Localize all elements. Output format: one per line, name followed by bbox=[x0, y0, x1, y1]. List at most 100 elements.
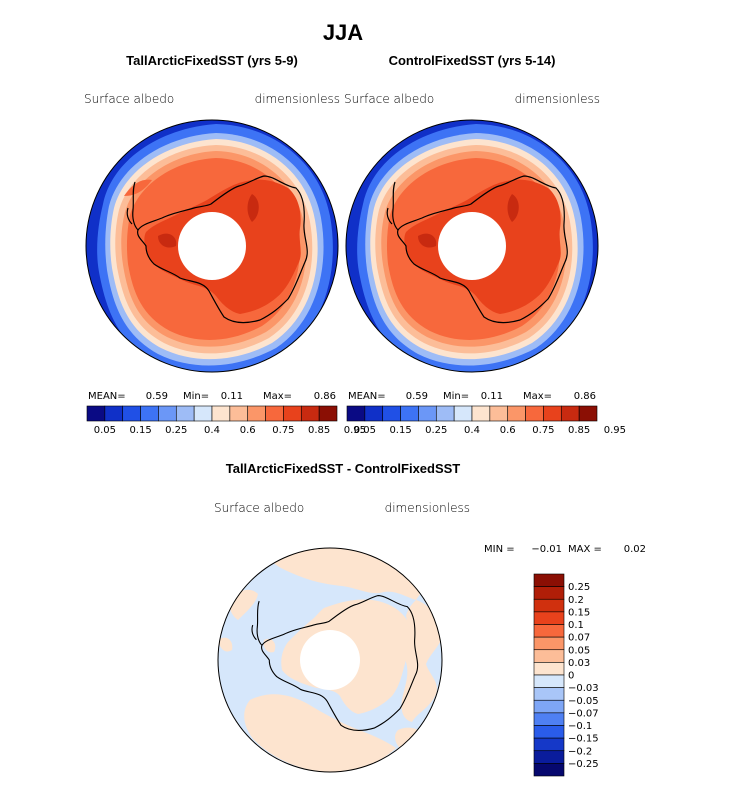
panel-b-map bbox=[346, 120, 598, 372]
diff-colorbar: 0.250.20.150.10.070.050.030−0.03−0.05−0.… bbox=[533, 573, 599, 777]
panel-a-colorbar-swatch bbox=[229, 405, 249, 422]
panel-b-mean-label: MEAN= bbox=[348, 391, 386, 402]
diff-units-label: dimensionless bbox=[385, 501, 470, 515]
panel-b-colorbar: 0.05 0.15 0.25 0.4 0.6 0.75 0.85 0.95 bbox=[346, 405, 626, 436]
panel-b-colorbar-swatch bbox=[560, 405, 580, 422]
panel-a-colorbar-tick-label: 0.4 bbox=[204, 425, 220, 436]
panel-a-map-border bbox=[85, 119, 339, 373]
panel-a-colorbar-swatch bbox=[211, 405, 231, 422]
panel-b-max-value: 0.86 bbox=[574, 391, 596, 402]
panel-b-colorbar-swatch bbox=[507, 405, 526, 422]
panel-a-min-value: 0.11 bbox=[221, 391, 243, 402]
diff-min-label: MIN = bbox=[484, 544, 515, 555]
panel-a-units-label: dimensionless bbox=[255, 92, 340, 106]
panel-b-mean-value: 0.59 bbox=[406, 391, 428, 402]
diff-map-border bbox=[217, 547, 443, 773]
diff-colorbar-swatch bbox=[533, 750, 565, 764]
panel-a-colorbar-swatch bbox=[265, 405, 284, 422]
diff-colorbar-swatch bbox=[533, 674, 565, 688]
diff-colorbar-tick-label: −0.15 bbox=[568, 734, 599, 745]
panel-a-colorbar-swatch bbox=[193, 405, 213, 422]
panel-b-variable-label: Surface albedo bbox=[344, 92, 434, 106]
diff-colorbar-tick-label: 0.05 bbox=[568, 645, 590, 656]
panel-b-units-label: dimensionless bbox=[515, 92, 600, 106]
diff-colorbar-swatch bbox=[533, 611, 565, 625]
panel-b-colorbar-tick-label: 0.75 bbox=[532, 425, 554, 436]
diff-colorbar-swatch bbox=[533, 699, 565, 714]
panel-a-colorbar-tick-label: 0.75 bbox=[272, 425, 294, 436]
panel-a-colorbar-tick-label: 0.05 bbox=[94, 425, 116, 436]
panel-a-max-value: 0.86 bbox=[314, 391, 336, 402]
diff-colorbar-tick-label: 0.15 bbox=[568, 607, 590, 618]
panel-b-colorbar-swatch bbox=[435, 405, 455, 422]
diff-colorbar-tick-label: −0.1 bbox=[568, 721, 592, 732]
panel-b-colorbar-tick-label: 0.05 bbox=[354, 425, 376, 436]
panel-b-colorbar-swatch bbox=[471, 405, 491, 422]
panel-b-colorbar-swatch bbox=[400, 405, 419, 422]
panel-a-colorbar-swatch bbox=[318, 405, 338, 422]
panel-b-colorbar-tick-label: 0.15 bbox=[389, 425, 411, 436]
diff-map bbox=[218, 548, 442, 772]
panel-a-colorbar-tick-label: 0.95 bbox=[344, 425, 366, 436]
panel-b-colorbar-swatch bbox=[543, 405, 562, 422]
diff-max-value: 0.02 bbox=[624, 544, 646, 555]
panel-a-colorbar-swatch bbox=[86, 405, 106, 422]
panel-a-colorbar-tick-label: 0.25 bbox=[165, 425, 187, 436]
diff-colorbar-swatch bbox=[533, 573, 565, 587]
diff-colorbar-tick-label: 0.03 bbox=[568, 658, 590, 669]
diff-colorbar-swatch bbox=[533, 712, 565, 726]
panel-b-colorbar-tick-label: 0.85 bbox=[568, 425, 590, 436]
panel-a-mean-value: 0.59 bbox=[146, 391, 168, 402]
panel-b-colorbar-swatch bbox=[453, 405, 473, 422]
panel-a-colorbar-swatch bbox=[104, 405, 124, 422]
diff-colorbar-tick-label: −0.2 bbox=[568, 746, 592, 757]
panel-a-min-label: Min= bbox=[183, 391, 209, 402]
diff-colorbar-swatch bbox=[533, 662, 565, 676]
panel-b-colorbar-tick-label: 0.6 bbox=[500, 425, 516, 436]
diff-colorbar-swatch bbox=[533, 586, 565, 600]
diff-colorbar-swatch bbox=[533, 636, 565, 651]
diff-colorbar-tick-label: 0.1 bbox=[568, 620, 584, 631]
figure-title: JJA bbox=[323, 20, 363, 45]
diff-colorbar-tick-label: −0.05 bbox=[568, 696, 599, 707]
panel-a-colorbar-tick-label: 0.85 bbox=[308, 425, 330, 436]
panel-control: ControlFixedSST (yrs 5-14) Surface albed… bbox=[344, 53, 626, 436]
panel-a-colorbar-swatch bbox=[140, 405, 159, 422]
diff-colorbar-tick-label: 0.07 bbox=[568, 633, 590, 644]
diff-variable-label: Surface albedo bbox=[214, 501, 304, 515]
panel-a-subtitle: TallArcticFixedSST (yrs 5-9) bbox=[126, 53, 298, 68]
panel-a-max-label: Max= bbox=[263, 391, 292, 402]
panel-b-colorbar-swatch bbox=[346, 405, 366, 422]
diff-min-value: −0.01 bbox=[531, 544, 562, 555]
diff-colorbar-swatch bbox=[533, 624, 565, 638]
diff-colorbar-swatch bbox=[533, 687, 565, 701]
panel-a-colorbar-tick-label: 0.6 bbox=[240, 425, 256, 436]
diff-max-label: MAX = bbox=[568, 544, 602, 555]
panel-a-colorbar-swatch bbox=[175, 405, 195, 422]
panel-b-subtitle: ControlFixedSST (yrs 5-14) bbox=[389, 53, 556, 68]
panel-difference: TallArcticFixedSST - ControlFixedSST Sur… bbox=[214, 461, 646, 777]
diff-colorbar-tick-label: −0.03 bbox=[568, 683, 599, 694]
diff-subtitle: TallArcticFixedSST - ControlFixedSST bbox=[226, 461, 461, 476]
panel-b-colorbar-swatch bbox=[525, 405, 544, 422]
diff-colorbar-swatch bbox=[533, 737, 565, 752]
diff-colorbar-swatch bbox=[533, 598, 565, 613]
panel-b-colorbar-tick-label: 0.25 bbox=[425, 425, 447, 436]
panel-b-colorbar-tick-label: 0.4 bbox=[464, 425, 480, 436]
diff-colorbar-tick-label: 0.2 bbox=[568, 595, 584, 606]
panel-b-min-value: 0.11 bbox=[481, 391, 503, 402]
panel-a-colorbar-tick-label: 0.15 bbox=[129, 425, 151, 436]
diff-colorbar-swatch bbox=[533, 725, 565, 739]
panel-b-colorbar-swatch bbox=[382, 405, 401, 422]
diff-colorbar-tick-label: −0.25 bbox=[568, 759, 599, 770]
panel-b-map-border bbox=[345, 119, 599, 373]
panel-a-colorbar: 0.05 0.15 0.25 0.4 0.6 0.75 0.85 0.95 bbox=[86, 405, 366, 436]
panel-b-colorbar-swatch bbox=[578, 405, 598, 422]
panel-b-min-label: Min= bbox=[443, 391, 469, 402]
panel-a-colorbar-swatch bbox=[247, 405, 266, 422]
panel-b-max-label: Max= bbox=[523, 391, 552, 402]
panel-b-colorbar-swatch bbox=[489, 405, 509, 422]
diff-colorbar-tick-label: 0 bbox=[568, 671, 574, 682]
diff-colorbar-swatch bbox=[533, 649, 565, 663]
